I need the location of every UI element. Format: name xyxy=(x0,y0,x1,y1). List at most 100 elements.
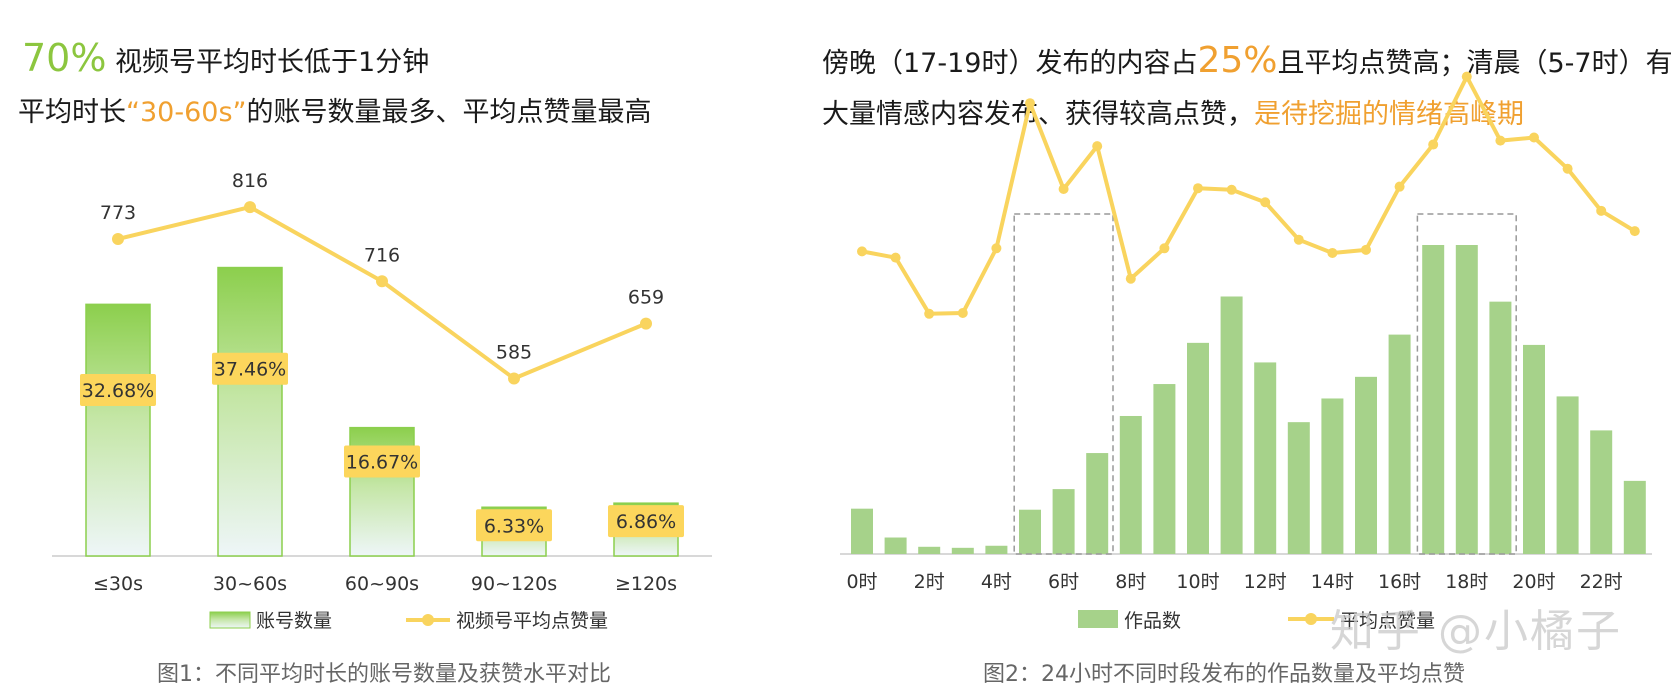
chart-1-line-label: 716 xyxy=(364,244,400,266)
chart-2-line-point xyxy=(1025,98,1035,109)
chart-2-x-tick-label: 12时 xyxy=(1244,571,1287,593)
left-headline-line1: 70% 视频号平均时长低于1分钟 xyxy=(22,36,429,80)
chart-2-line-point xyxy=(1125,273,1136,284)
chart-1-legend: 账号数量 视频号平均点赞量 xyxy=(209,610,608,632)
chart-2-bar xyxy=(1052,489,1075,554)
chart-1-bar xyxy=(85,303,151,557)
chart-2-line-point xyxy=(991,243,1002,254)
chart-2-bar xyxy=(1590,430,1613,554)
chart-2-bar xyxy=(1489,301,1512,554)
left-headline-big-number: 70% xyxy=(22,36,107,80)
chart-2-line-point xyxy=(857,246,867,257)
chart-1-legend-label: 账号数量 xyxy=(256,610,332,632)
chart-2-bar xyxy=(1455,245,1478,554)
chart-2-x-tick-label: 16时 xyxy=(1378,571,1421,593)
chart-2-bar xyxy=(884,537,907,554)
chart-2-line-point xyxy=(1226,184,1237,195)
chart-1-line-point xyxy=(508,372,520,385)
right-headline-line1-post: 且平均点赞高；清晨（5-7时）有 xyxy=(1277,48,1673,79)
chart-2-line-point xyxy=(1394,181,1405,192)
chart-1-bar-label-bg xyxy=(344,445,420,478)
chart-1-x-tick-label: ≥120s xyxy=(615,573,677,595)
left-headline-line2-accent: “30-60s” xyxy=(126,97,247,128)
chart-2-line-point xyxy=(1495,135,1506,146)
left-headline-line1-text: 视频号平均时长低于1分钟 xyxy=(115,47,430,78)
chart-1-line-point xyxy=(640,317,652,330)
chart-1-x-tick-label: ≤30s xyxy=(93,573,143,595)
chart-1-bar-label: 6.33% xyxy=(484,515,544,537)
chart-2-line-point xyxy=(957,308,968,319)
chart-2-bar xyxy=(1153,384,1176,554)
legend-swatch-point xyxy=(422,614,434,626)
chart-2-caption: 图2：24小时不同时段发布的作品数量及平均点赞 xyxy=(983,662,1465,687)
chart-1: 32.68% 37.46% 16.67% 6.33% 6.86% 773 816 716 585… xyxy=(52,170,712,632)
chart-2-line-point xyxy=(1293,234,1304,245)
chart-2-bar xyxy=(1254,362,1277,554)
watermark: 知乎 @小橘子 xyxy=(1330,606,1622,657)
chart-1-legend-label: 视频号平均点赞量 xyxy=(456,610,608,632)
chart-2-legend-label: 平均点赞量 xyxy=(1340,610,1435,632)
chart-2-x-tick-label: 0时 xyxy=(846,571,877,593)
chart-2-line-point xyxy=(1058,184,1069,194)
chart-2-bar xyxy=(1355,376,1377,554)
chart-1-x-tick-label: 30~60s xyxy=(213,573,287,595)
chart-2-line-point xyxy=(1361,244,1371,255)
chart-2-line-point xyxy=(890,252,901,263)
chart-2-x-tick-label: 10时 xyxy=(1176,571,1219,593)
left-headline-line2-pre: 平均时长 xyxy=(18,97,126,128)
chart-1-line-point xyxy=(244,201,256,214)
chart-2-bar xyxy=(851,508,873,554)
chart-1-bar-label-bg xyxy=(80,374,156,407)
chart-2-bar xyxy=(1287,422,1310,554)
chart-2-x-tick-label: 8时 xyxy=(1115,571,1146,593)
left-headline-line2-post: 的账号数量最多、平均点赞量最高 xyxy=(246,97,652,128)
chart-1-bar xyxy=(217,266,283,557)
chart-2-line-point xyxy=(924,308,935,319)
legend-swatch-point xyxy=(1305,613,1317,625)
chart-2-bar xyxy=(1086,453,1109,554)
chart-2-line-point xyxy=(1260,197,1271,208)
chart-1-bar-label-bg xyxy=(476,509,552,542)
chart-2-bar xyxy=(951,547,974,554)
chart-2-bar xyxy=(1623,480,1646,554)
left-headline-line2: 平均时长“30-60s”的账号数量最多、平均点赞量最高 xyxy=(18,90,652,129)
chart-1-x-tick-label: 60~90s xyxy=(345,573,419,595)
chart-2-legend: 作品数 平均点赞量 xyxy=(1078,610,1435,632)
chart-1-line-point xyxy=(376,275,388,288)
chart-2-legend-label: 作品数 xyxy=(1124,610,1181,632)
chart-1-bar-label: 6.86% xyxy=(616,511,676,533)
chart-1-bar-label-bg xyxy=(608,505,684,538)
chart-2-x-tick-label: 18时 xyxy=(1445,571,1488,593)
chart-2-bar xyxy=(1220,296,1243,554)
chart-2-x-tick-label: 22时 xyxy=(1580,571,1623,593)
chart-2-bar xyxy=(1388,334,1411,554)
chart-1-line-point xyxy=(112,233,124,245)
chart-2-bar xyxy=(985,545,1008,554)
chart-2-bar xyxy=(1523,344,1545,554)
chart-2-bar xyxy=(1556,396,1579,554)
legend-swatch-bar xyxy=(1078,610,1118,628)
chart-2-x-tick-label: 20时 xyxy=(1512,571,1555,593)
chart-1-x-tick-label: 90~120s xyxy=(471,573,557,595)
chart-1-line-label: 659 xyxy=(628,287,664,309)
chart-2-x-tick-label: 4时 xyxy=(981,571,1012,593)
chart-2-x-tick-label: 6时 xyxy=(1048,571,1079,593)
chart-1-caption: 图1：不同平均时长的账号数量及获赞水平对比 xyxy=(157,662,611,687)
chart-2-bar xyxy=(1422,245,1445,554)
chart-2-bar xyxy=(1321,398,1344,554)
chart-2-line-point xyxy=(1159,243,1170,254)
legend-swatch-bar xyxy=(209,611,251,629)
chart-2-line-point xyxy=(1092,141,1103,152)
chart-1-bar-label: 32.68% xyxy=(82,380,154,402)
right-headline-line1-pre: 傍晚（17-19时）发布的内容占 xyxy=(822,48,1198,79)
chart-2-line-point xyxy=(1529,132,1539,143)
chart-1-bar-label: 37.46% xyxy=(214,359,286,381)
chart-2-line xyxy=(861,74,1636,316)
right-headline-line1: 傍晚（17-19时）发布的内容占25%且平均点赞高；清晨（5-7时）有 xyxy=(822,40,1673,81)
chart-1-line-label: 585 xyxy=(496,341,532,363)
chart-2-bar xyxy=(1187,342,1209,554)
chart-1-line xyxy=(117,205,647,381)
chart-2-line-point xyxy=(1562,163,1573,174)
